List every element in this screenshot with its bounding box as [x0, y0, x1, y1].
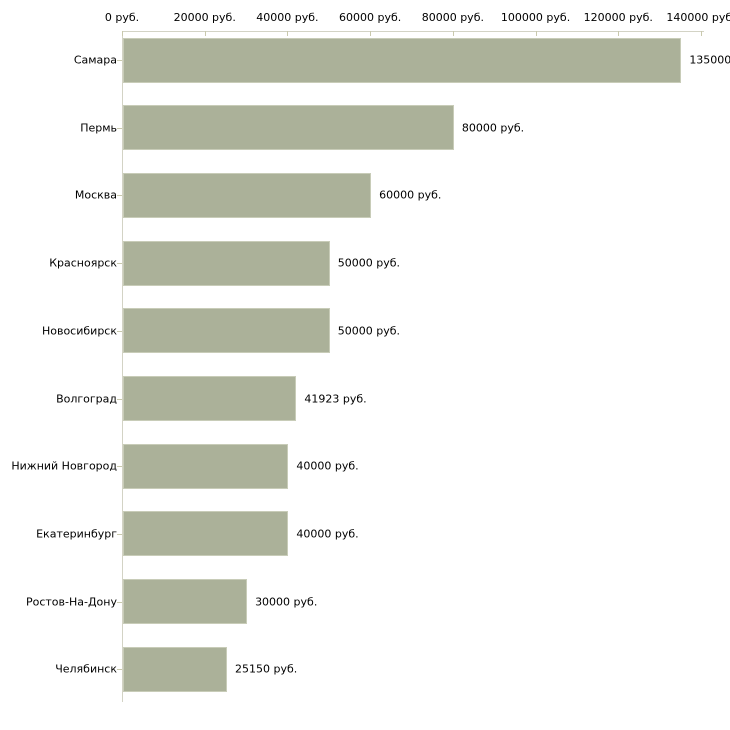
value-label: 30000 руб. [255, 595, 318, 609]
value-label: 40000 руб. [296, 527, 359, 541]
y-axis-tick [117, 466, 122, 467]
x-axis-tick [618, 31, 620, 36]
category-label: Красноярск [49, 256, 117, 270]
bar [123, 240, 330, 286]
x-axis-tick-label: 40000 руб. [256, 11, 319, 24]
x-axis-line [122, 31, 704, 32]
bar [123, 376, 297, 421]
bar [123, 646, 227, 692]
category-label: Екатеринбург [36, 527, 117, 541]
bar [123, 443, 289, 489]
y-axis-tick [117, 669, 122, 670]
bar [123, 105, 454, 151]
category-label: Москва [74, 188, 117, 202]
bar [123, 308, 330, 354]
x-axis-tick-label: 0 руб. [104, 11, 140, 24]
category-label: Новосибирск [41, 324, 117, 338]
category-label: Пермь [80, 121, 117, 135]
x-axis-tick-label: 100000 руб. [500, 11, 571, 24]
value-label: 50000 руб. [337, 256, 401, 270]
x-axis-tick [701, 31, 702, 36]
y-axis-tick [117, 602, 122, 603]
x-axis-tick [287, 31, 289, 36]
x-axis-tick-label: 120000 руб. [583, 11, 653, 24]
x-axis-tick [204, 31, 206, 36]
bar [123, 511, 289, 557]
x-axis-tick [370, 31, 372, 36]
y-axis-tick [117, 263, 122, 264]
value-label: 40000 руб. [296, 459, 359, 473]
category-label: Нижний Новгород [11, 459, 117, 473]
category-label: Самара [73, 53, 117, 67]
x-axis-tick [452, 31, 454, 36]
category-label: Челябинск [55, 662, 117, 676]
value-label: 135000 [689, 53, 730, 67]
x-axis-tick [535, 31, 537, 36]
x-axis-tick-label: 60000 руб. [339, 11, 402, 24]
value-label: 41923 руб. [304, 392, 367, 405]
category-label: Ростов-На-Дону [25, 595, 117, 609]
y-axis-tick [117, 195, 122, 196]
value-label: 80000 руб. [461, 121, 525, 135]
y-axis-tick [117, 399, 122, 400]
x-axis-tick-label: 140000 руб. [666, 11, 730, 24]
x-axis-tick-label: 80000 руб. [421, 11, 484, 24]
y-axis-tick [117, 331, 122, 332]
value-label: 25150 руб. [235, 662, 298, 676]
category-label: Волгоград [56, 392, 117, 405]
value-label: 50000 руб. [337, 324, 401, 338]
bar [123, 37, 682, 83]
y-axis-tick [117, 60, 122, 61]
bar [123, 172, 372, 218]
y-axis-tick [117, 128, 122, 129]
value-label: 60000 руб. [379, 188, 442, 202]
y-axis-tick [117, 534, 122, 535]
bar [123, 579, 248, 625]
x-axis-tick [122, 31, 123, 36]
y-axis-line [122, 31, 123, 702]
x-axis-tick-label: 20000 руб. [173, 11, 236, 24]
